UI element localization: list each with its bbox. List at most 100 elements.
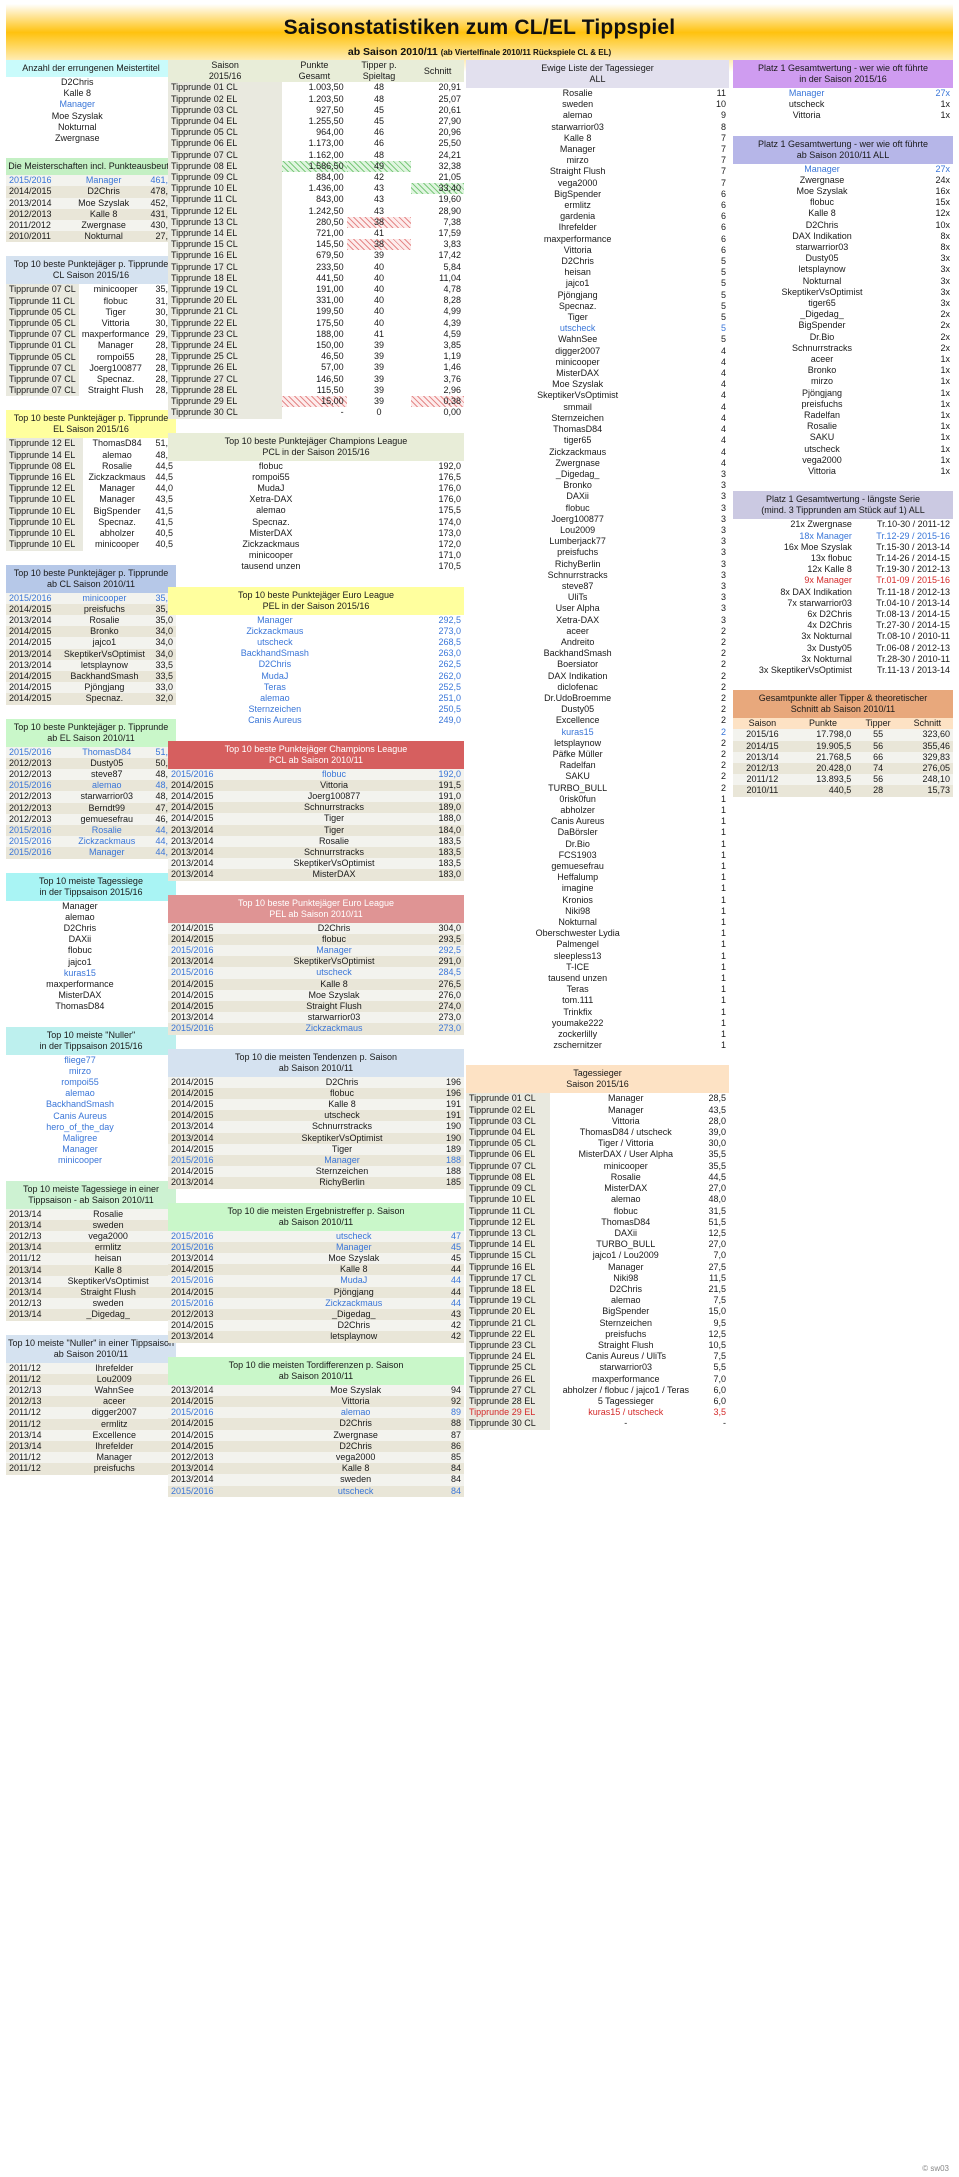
cell-v: 50,5 <box>146 757 176 769</box>
cell-saison: 2013/2014 <box>168 869 256 881</box>
cell-name: T-ICE <box>566 961 590 972</box>
table-row: Tipprunde 13 CL DAXii 12,5 <box>466 1227 729 1240</box>
cell-name: Kalle 8 <box>280 1264 427 1276</box>
table-row: 7x starwarrior03 Tr.04-10 / 2013-14 <box>733 598 953 609</box>
cell-name: mirzo <box>68 1065 91 1076</box>
table-row: digger2007 4 <box>466 346 729 357</box>
cell-name: ThomasD84 <box>67 746 147 758</box>
cell-v: 5,5 <box>713 1362 726 1373</box>
table-row: tiger65 3x <box>733 298 953 309</box>
table-row: 2010/11 440,5 28 15,73 <box>733 785 953 797</box>
cell-name: D2Chris <box>63 922 97 933</box>
cell-v: 34,0 <box>150 648 176 660</box>
cell-v: 3 <box>720 603 726 614</box>
table-row: Moe Szyslak 16x <box>733 186 953 197</box>
cell-name: gemuesefrau <box>67 813 147 825</box>
cell-saison: 2015/2016 <box>6 847 68 859</box>
table-row: 2012/2013 starwarrior03 48,0 <box>6 791 176 803</box>
cell-runde: Tipprunde 21 CL <box>466 1317 550 1329</box>
table-row: jajco12 <box>6 957 176 968</box>
platz1-1516-body: Manager 27x utscheck 1x Vittoria 1x <box>733 88 953 122</box>
table-row: diclofenac 2 <box>466 682 729 693</box>
table-row: 2014/2015 preisfuchs 35,5 <box>6 603 176 615</box>
cell-name: aceer <box>810 354 834 365</box>
cell-v: 3 <box>720 524 726 535</box>
cell-name: alemao <box>256 505 286 516</box>
cell-v: 1 <box>720 883 726 894</box>
table-row: 2015/2016 Manager 188 <box>168 1155 464 1167</box>
cell-tipper: 39 <box>373 250 384 261</box>
cell-name: 16x Moe Szyslak <box>783 541 852 552</box>
cell-tipper: 45 <box>373 116 384 127</box>
cell-name: flobuc <box>103 295 128 306</box>
table-row: 2013/2014 MisterDAX 183,0 <box>168 869 464 881</box>
cell-tipper: 40 <box>373 284 384 295</box>
table-row: 9x Manager Tr.01-09 / 2015-16 <box>733 575 953 586</box>
cell-v: 274,0 <box>412 1001 464 1013</box>
cell-v: 40,5 <box>155 539 173 550</box>
table-saison-2015-16: Saison 2015/16 Punkte Gesamt Tipper p. S… <box>168 60 464 419</box>
cell-saison: 2015/2016 <box>6 746 68 758</box>
cell-name: Straight Flush <box>549 166 606 177</box>
cell-name: maxperformance <box>543 233 612 244</box>
cell-v: 7,0 <box>713 1373 726 1384</box>
table-row: starwarrior03 8x <box>733 242 953 253</box>
table-row: Tipprunde 11 CL 843,00 43 19,60 <box>168 194 464 206</box>
cell-v: 1 <box>720 827 726 838</box>
cell-name: preisfuchs <box>71 1463 158 1475</box>
table-row: Schnurrstracks 3 <box>466 570 729 581</box>
cell-v: 2 <box>720 782 726 793</box>
table-row: zockerlilly 1 <box>466 1029 729 1040</box>
cell-name: Schnurrstracks <box>547 569 608 580</box>
table-row: Tipprunde 07 CL Specnaz. 28,0 <box>6 374 176 386</box>
cell-name: BigSpender <box>554 188 602 199</box>
table-row: 21x Zwergnase Tr.10-30 / 2011-12 <box>733 519 953 530</box>
table-row: 2014/2015 Zwergnase 87 <box>168 1429 464 1441</box>
cell-v: 1x <box>940 354 950 365</box>
cell-punkte: 721,00 <box>316 228 344 239</box>
table-row: Tipprunde 14 EL alemao 48,0 <box>6 449 176 461</box>
table-row: _Digedag_ 3 <box>466 469 729 480</box>
cell-name: BigSpender <box>93 505 141 516</box>
table-row: Oberschwester Lydia 1 <box>466 928 729 939</box>
table-header: Top 10 meiste "Nuller" in einer Tippsais… <box>6 1334 176 1363</box>
table-row: 2012/2013 steve87 48,5 <box>6 768 176 781</box>
table-header: Top 10 beste Punktejäger p. Tipprunde ab… <box>6 718 176 747</box>
table-header: Top 10 beste Punktejäger Euro League PEL… <box>168 586 464 615</box>
table-row: 2014/2015 Joerg100877 191,0 <box>168 790 464 803</box>
table-row: 2013/2014 Rosalie 35,0 <box>6 614 176 627</box>
table-row: aceer 2 <box>466 626 729 637</box>
table-header: Top 10 beste Punktejäger p. Tipprunde CL… <box>6 256 176 285</box>
cell-saison: 2013/14 <box>6 1287 54 1299</box>
table-row: 12x Kalle 8 Tr.19-30 / 2012-13 <box>733 564 953 575</box>
cell-runde: Tipprunde 07 CL <box>6 329 79 341</box>
table-row: Tipprunde 23 CL Straight Flush 10,5 <box>466 1339 729 1352</box>
cell-runde: Tipprunde 10 EL <box>168 183 283 195</box>
table-row: alemao 9 <box>466 110 729 121</box>
cell-v: 188,0 <box>412 813 464 825</box>
table-row: Pjöngjang 1x <box>733 388 953 399</box>
cell-name: utscheck <box>788 99 825 110</box>
cell-name: Bronko <box>807 365 837 376</box>
cell-name: Radelfan <box>559 760 596 771</box>
table-row: Manager3 <box>6 1144 176 1155</box>
cell-v: 273,0 <box>412 1012 464 1024</box>
cell-v: 1x <box>940 421 950 432</box>
table-row: 2015/2016 MudaJ 44 <box>168 1275 464 1287</box>
cell-v: 1 <box>720 849 726 860</box>
cell-v: 4 <box>720 345 726 356</box>
cell-name: Specnaz. <box>96 374 135 385</box>
cell-saison: 2013/2014 <box>168 1474 287 1486</box>
cell-name: 3x Dusty05 <box>806 642 852 653</box>
table-row: Bronko 1x <box>733 365 953 376</box>
cell-name: heisan <box>53 1253 163 1265</box>
cell-name: Specnaz. <box>98 516 136 527</box>
cell-name: Kalle 8 <box>808 208 836 219</box>
table-row: Tipprunde 06 EL MisterDAX / User Alpha 35,… <box>466 1149 729 1161</box>
cell-name: Canis Aureus <box>550 816 605 827</box>
col-head-punkte: Punkte Gesamt <box>282 60 347 83</box>
cell-name: - <box>624 1418 628 1429</box>
table-row: Tipprunde 23 CL 188,00 41 4,59 <box>168 328 464 341</box>
table-row: Vittoria 1x <box>733 466 953 477</box>
